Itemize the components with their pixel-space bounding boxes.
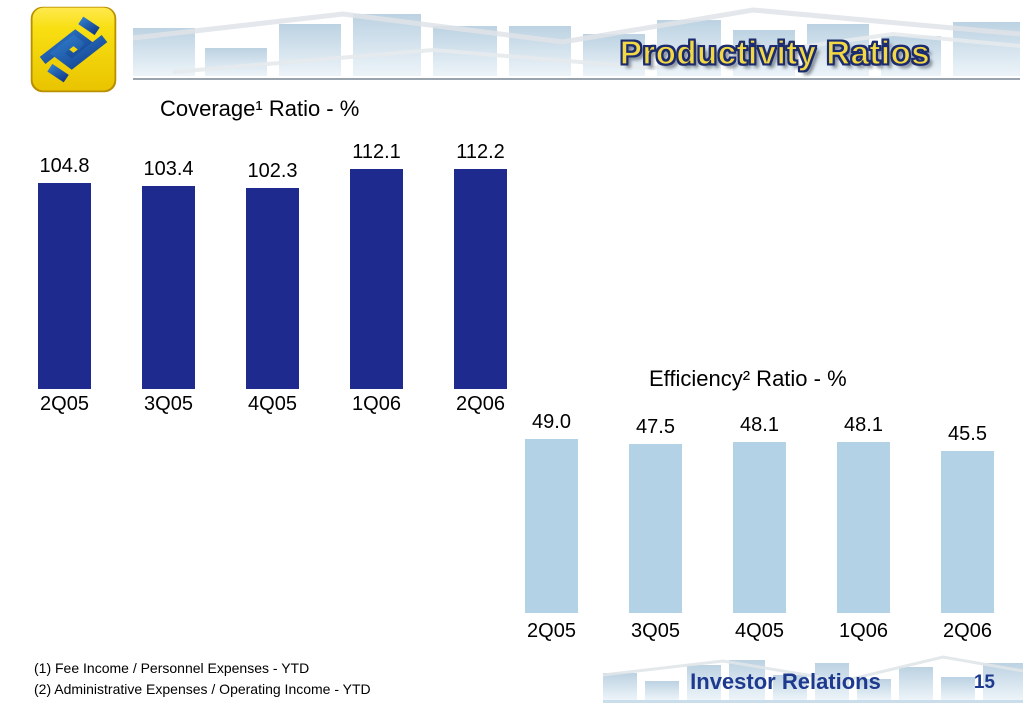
- footer-banner: Investor Relations 15: [603, 655, 1023, 703]
- footer-banner-chart-decoration: [603, 655, 1023, 703]
- bar-value-label: 45.5: [948, 423, 987, 445]
- page-number: 15: [973, 672, 995, 693]
- bar-category-label: 1Q06: [839, 620, 888, 642]
- bar-category-label: 3Q05: [144, 393, 193, 415]
- bar: [142, 186, 195, 389]
- bar-category-label: 1Q06: [352, 393, 401, 415]
- slide-title: Productivity Ratios: [619, 33, 931, 71]
- bar-category-label: 4Q05: [248, 393, 297, 415]
- bar: [38, 183, 91, 389]
- efficiency-chart-title: Efficiency² Ratio - %: [649, 366, 847, 391]
- bar-category-label: 2Q06: [456, 393, 505, 415]
- bar-value-label: 47.5: [636, 416, 675, 438]
- bar: [941, 451, 994, 613]
- bar-category-label: 4Q05: [735, 620, 784, 642]
- bar: [733, 442, 786, 613]
- bar-value-label: 103.4: [143, 158, 194, 180]
- bar-category-label: 2Q05: [40, 393, 89, 415]
- bar-category-label: 2Q06: [943, 620, 992, 642]
- bar-value-label: 112.1: [352, 141, 401, 163]
- footnote-1: (1) Fee Income / Personnel Expenses - YT…: [34, 660, 310, 676]
- bar: [350, 169, 403, 389]
- footnote-2: (2) Administrative Expenses / Operating …: [34, 681, 371, 697]
- bar: [454, 169, 507, 389]
- bar: [629, 444, 682, 613]
- coverage-chart-title: Coverage¹ Ratio - %: [160, 96, 360, 121]
- bar: [525, 439, 578, 613]
- bar: [837, 442, 890, 613]
- bar-value-label: 48.1: [844, 414, 883, 436]
- bank-logo-icon: [30, 6, 117, 93]
- bar-value-label: 49.0: [532, 411, 571, 433]
- footnotes: (1) Fee Income / Personnel Expenses - YT…: [34, 658, 371, 700]
- bar-value-label: 112.2: [456, 141, 505, 163]
- header-banner-chart-decoration: [133, 7, 1020, 76]
- bar: [246, 188, 299, 389]
- bar-value-label: 104.8: [39, 155, 90, 177]
- bar-category-label: 3Q05: [631, 620, 680, 642]
- bar-category-label: 2Q05: [527, 620, 576, 642]
- footer-label: Investor Relations: [690, 669, 881, 694]
- bar-value-label: 102.3: [247, 160, 298, 182]
- banco-do-brasil-logo: [27, 4, 120, 95]
- bar-value-label: 48.1: [740, 414, 779, 436]
- header-banner: [133, 6, 1020, 80]
